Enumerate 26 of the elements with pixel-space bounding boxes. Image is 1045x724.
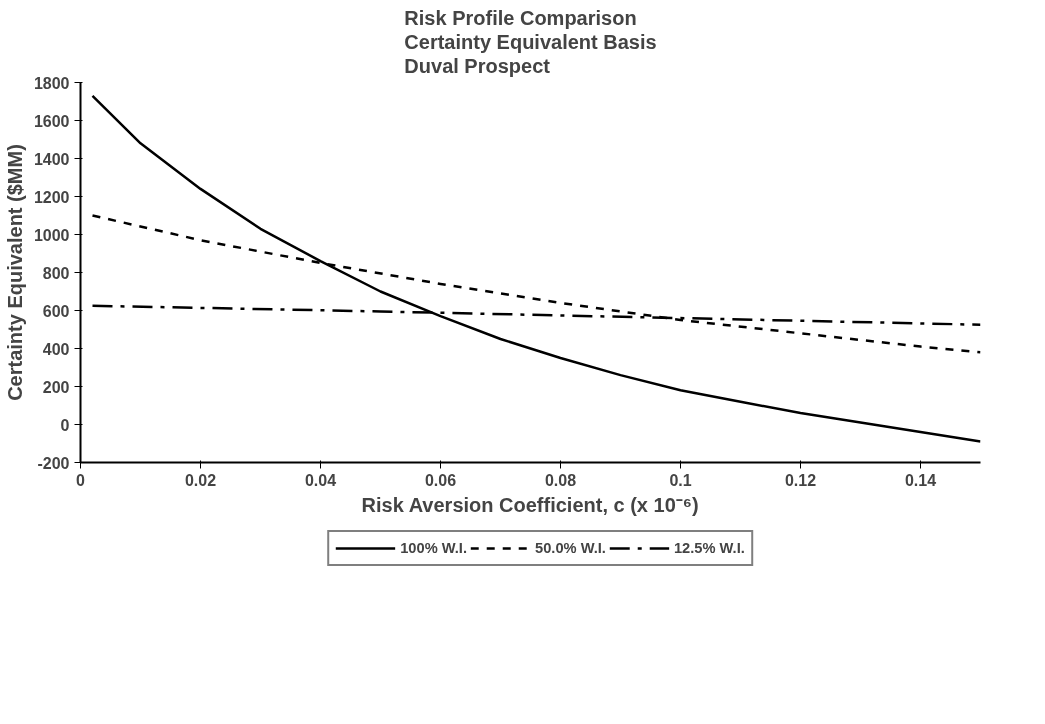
legend-label: 50.0% W.I. <box>535 540 606 556</box>
x-tick-label: 0.14 <box>904 471 937 489</box>
y-tick-label: 800 <box>42 264 70 282</box>
y-tick-label: 1800 <box>33 74 70 92</box>
y-tick-label: 1400 <box>33 150 70 168</box>
line-series <box>91 94 981 443</box>
legend-label: 100% W.I. <box>400 540 468 556</box>
x-tick-label: 0 <box>76 471 86 489</box>
y-axis-title: Certainty Equivalent ($MM) <box>3 144 26 401</box>
y-tick-label: 200 <box>42 378 70 396</box>
y-tick-label: 400 <box>42 340 70 358</box>
x-tick-label: 0.12 <box>784 471 817 489</box>
y-tick-label: -200 <box>37 454 70 472</box>
y-tick-label: 0 <box>60 416 70 434</box>
y-tick-label: 600 <box>42 302 70 320</box>
y-tick-label: 1000 <box>33 226 70 244</box>
x-tick-label: 0.1 <box>669 471 692 489</box>
legend-label: 12.5% W.I. <box>673 540 745 556</box>
y-tick-label: 1200 <box>33 188 70 206</box>
x-tick-label: 0.04 <box>304 471 337 489</box>
x-tick-label: 0.08 <box>544 471 577 489</box>
x-axis-title: Risk Aversion Coefficient, c (x 10⁻⁶) <box>361 493 699 516</box>
x-tick-label: 0.06 <box>424 471 457 489</box>
chart-title: Risk Profile Comparison Certainty Equivalent Basis Duval Prospect <box>404 7 657 78</box>
y-tick-label: 1600 <box>33 112 70 130</box>
x-tick-label: 0.02 <box>184 471 217 489</box>
